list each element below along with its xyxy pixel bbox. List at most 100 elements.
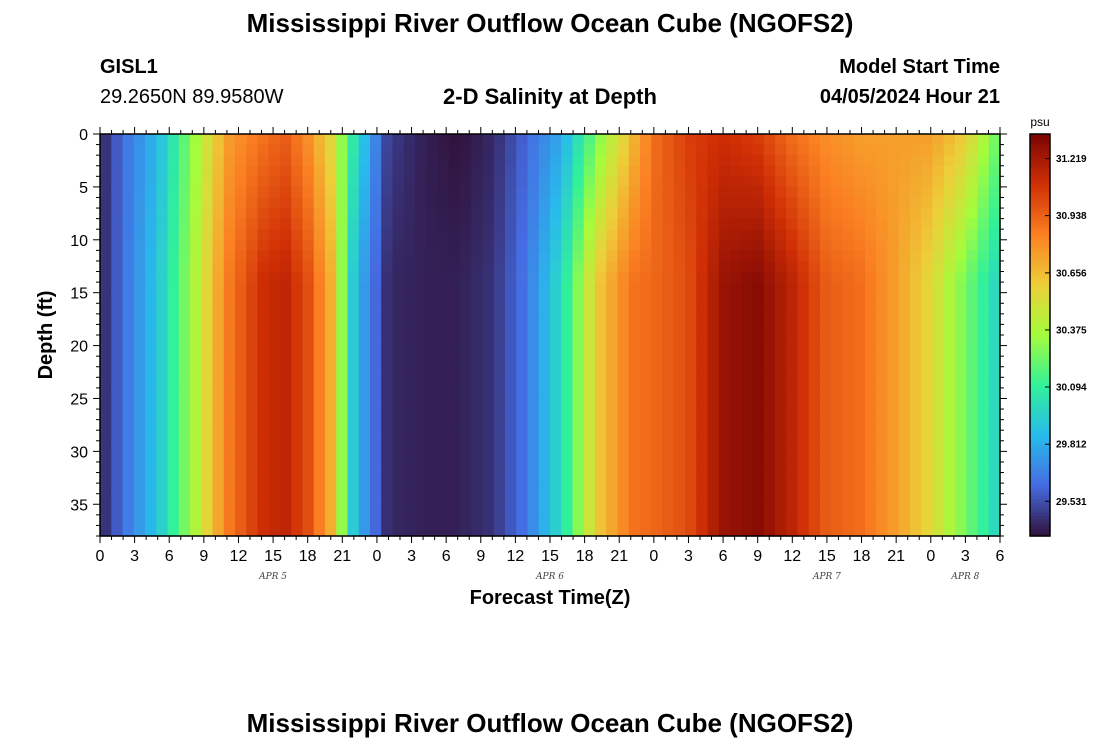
heatmap-cell (741, 208, 754, 220)
heatmap-cell (628, 356, 641, 368)
heatmap-cell (640, 239, 652, 251)
heatmap-cell (910, 208, 922, 220)
heatmap-cell (662, 419, 675, 431)
heatmap-cell (257, 134, 270, 146)
heatmap-cell (572, 356, 585, 368)
heatmap-cell (280, 229, 292, 241)
heatmap-cell (538, 504, 551, 516)
heatmap-cell (583, 155, 596, 167)
heatmap-cell (617, 155, 630, 167)
heatmap-cell (910, 335, 922, 347)
heatmap-cell (358, 271, 371, 283)
heatmap-cell (392, 387, 405, 400)
heatmap-cell (167, 324, 180, 336)
heatmap-cell (358, 165, 371, 177)
heatmap-cell (606, 303, 619, 315)
heatmap-cell (932, 197, 945, 209)
heatmap-cell (246, 303, 259, 315)
heatmap-cell (145, 144, 157, 156)
heatmap-cell (100, 218, 112, 230)
heatmap-cell (628, 186, 641, 199)
heatmap-cell (808, 430, 821, 442)
heatmap-cell (392, 197, 405, 209)
heatmap-cell (943, 483, 956, 495)
heatmap-cell (460, 313, 472, 326)
heatmap-cell (280, 165, 292, 177)
heatmap-cell (752, 282, 765, 294)
model-start-label: Model Start Time (839, 56, 1000, 78)
heatmap-cell (707, 186, 720, 199)
heatmap-cell (775, 335, 787, 347)
heatmap-cell (786, 271, 799, 283)
heatmap-cell (550, 356, 562, 368)
heatmap-cell (145, 176, 157, 188)
colorbar-segment (1030, 324, 1050, 329)
heatmap-cell (122, 398, 135, 410)
heatmap-cell (145, 387, 157, 400)
heatmap-cell (358, 155, 371, 167)
heatmap-cell (752, 144, 765, 156)
heatmap-cell (820, 260, 832, 273)
heatmap-cell (358, 335, 371, 347)
heatmap-cell (325, 493, 337, 505)
heatmap-cell (640, 345, 652, 357)
heatmap-cell (921, 440, 934, 452)
heatmap-cell (685, 271, 697, 283)
heatmap-cell (595, 387, 607, 400)
heatmap-cell (617, 144, 630, 156)
heatmap-cell (133, 218, 146, 230)
heatmap-cell (606, 366, 619, 378)
colorbar-segment (1030, 345, 1050, 349)
heatmap-cell (448, 335, 461, 347)
heatmap-cell (381, 324, 394, 336)
heatmap-cell (156, 514, 169, 527)
heatmap-cell (696, 155, 709, 167)
heatmap-cell (606, 409, 619, 421)
heatmap-cell (415, 440, 427, 452)
heatmap-cell (718, 398, 731, 410)
heatmap-cell (370, 260, 382, 273)
heatmap-cell (460, 208, 472, 220)
heatmap-cell (212, 461, 225, 474)
heatmap-cell (696, 134, 709, 146)
heatmap-cell (167, 292, 180, 304)
heatmap-cell (966, 197, 979, 209)
heatmap-cell (741, 430, 754, 442)
heatmap-cell (291, 345, 304, 357)
heatmap-cell (595, 324, 607, 336)
heatmap-cell (685, 292, 697, 304)
heatmap-cell (583, 250, 596, 262)
heatmap-cell (268, 186, 281, 199)
heatmap-cell (538, 134, 551, 146)
x-tick-label: 21 (610, 548, 628, 565)
heatmap-cell (460, 387, 472, 400)
heatmap-cell (471, 324, 484, 336)
heatmap-cell (955, 483, 967, 495)
heatmap-cell (876, 525, 889, 537)
heatmap-cell (741, 366, 754, 378)
heatmap-cell (527, 483, 540, 495)
heatmap-cell (178, 483, 191, 495)
heatmap-cell (212, 208, 225, 220)
heatmap-cell (831, 134, 844, 146)
heatmap-cell (606, 313, 619, 326)
heatmap-cell (471, 398, 484, 410)
heatmap-cell (246, 461, 259, 474)
heatmap-cell (628, 430, 641, 442)
heatmap-cell (572, 335, 585, 347)
heatmap-cell (707, 430, 720, 442)
heatmap-cell (448, 514, 461, 527)
heatmap-cell (786, 525, 799, 537)
heatmap-cell (122, 208, 135, 220)
heatmap-cell (156, 144, 169, 156)
y-tick-label: 35 (70, 497, 88, 514)
heatmap-cell (865, 483, 877, 495)
heatmap-cell (178, 176, 191, 188)
heatmap-cell (595, 440, 607, 452)
heatmap-cell (898, 229, 911, 241)
heatmap-cell (133, 271, 146, 283)
heatmap-cell (943, 514, 956, 527)
heatmap-cell (606, 186, 619, 199)
heatmap-cell (347, 440, 360, 452)
heatmap-cell (595, 525, 607, 537)
